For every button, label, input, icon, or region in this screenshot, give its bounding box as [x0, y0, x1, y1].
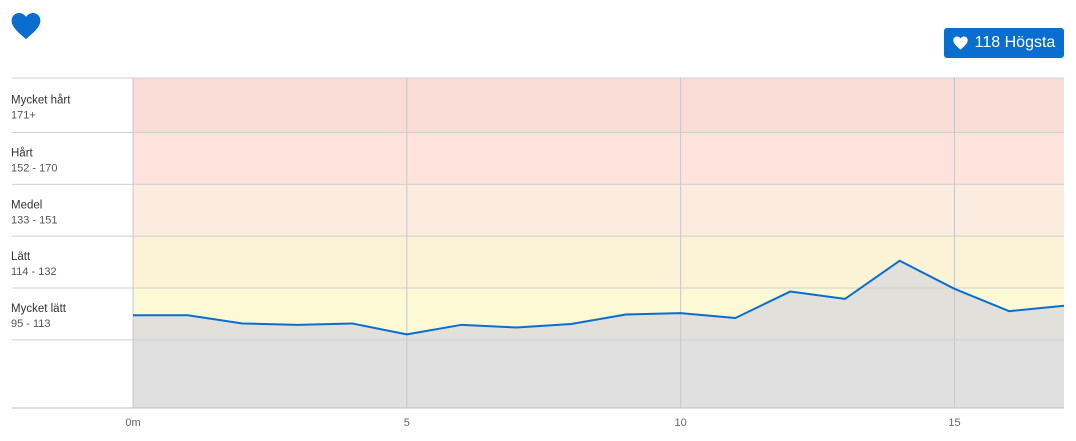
max-heart-rate-value: 118: [974, 34, 1001, 51]
zone-name-label: Medel: [11, 199, 42, 211]
zone-range-label: 171+: [11, 109, 36, 121]
zone-name-label: Mycket hårt: [11, 94, 71, 106]
heart-icon: [11, 13, 41, 40]
zone-band: [133, 184, 1064, 237]
x-tick-label: 10: [675, 417, 687, 429]
x-tick-label: 15: [948, 417, 960, 429]
x-tick-label: 0m: [125, 417, 140, 429]
zone-name-label: Lätt: [11, 251, 31, 263]
zone-range-label: 95 - 113: [11, 318, 51, 330]
heart-rate-line: [133, 259, 1065, 336]
heart-icon: [952, 36, 968, 50]
zone-name-label: Mycket lätt: [11, 303, 67, 315]
zone-range-label: 152 - 170: [11, 162, 57, 174]
max-heart-rate-badge: 118 Högsta: [944, 28, 1064, 58]
zone-range-label: 133 - 151: [11, 214, 57, 226]
x-tick-label: 5: [404, 417, 410, 429]
zone-band: [133, 78, 1064, 133]
zone-name-label: Hårt: [11, 147, 34, 159]
zone-band: [133, 132, 1064, 185]
max-heart-rate-label: Högsta: [1004, 34, 1056, 51]
zone-range-label: 114 - 132: [11, 266, 57, 278]
